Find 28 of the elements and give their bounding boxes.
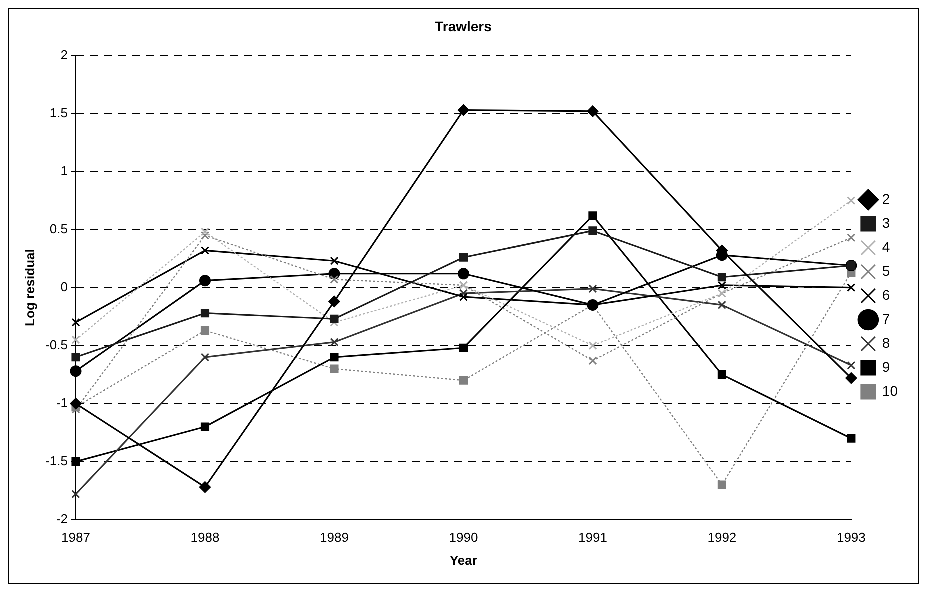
x-tick-label: 1987 [62,530,90,546]
x-tick-label: 1988 [190,530,220,546]
y-tick-label: 0 [60,279,68,294]
y-tick-label: -2 [56,511,68,526]
y-tick-label: 0.5 [50,221,68,236]
y-axis-title: Log residual [22,249,38,326]
legend-label: 10 [882,382,898,399]
y-tick-label: 1.5 [50,105,68,120]
legend-label: 8 [882,334,890,351]
y-tick-label: -1.5 [46,453,68,468]
y-tick-label: 2 [60,47,68,62]
y-tick-label: 1 [60,163,68,178]
x-tick-label: 1989 [320,530,349,546]
legend-label: 7 [882,310,890,327]
x-tick-label: 1990 [449,530,478,546]
x-tick-label: 1993 [836,530,866,546]
legend-label: 2 [882,190,890,207]
chart-title: Trawlers [435,18,492,34]
x-tick-label: 1992 [708,530,737,546]
x-tick-label: 1991 [578,530,608,546]
x-axis-title: Year [450,552,478,568]
legend-label: 5 [882,262,890,279]
legend-label: 3 [882,214,890,231]
y-tick-label: -0.5 [46,337,68,352]
legend-label: 9 [882,358,890,375]
legend-label: 4 [882,238,890,255]
legend-label: 6 [882,286,890,303]
y-tick-label: -1 [56,395,68,410]
